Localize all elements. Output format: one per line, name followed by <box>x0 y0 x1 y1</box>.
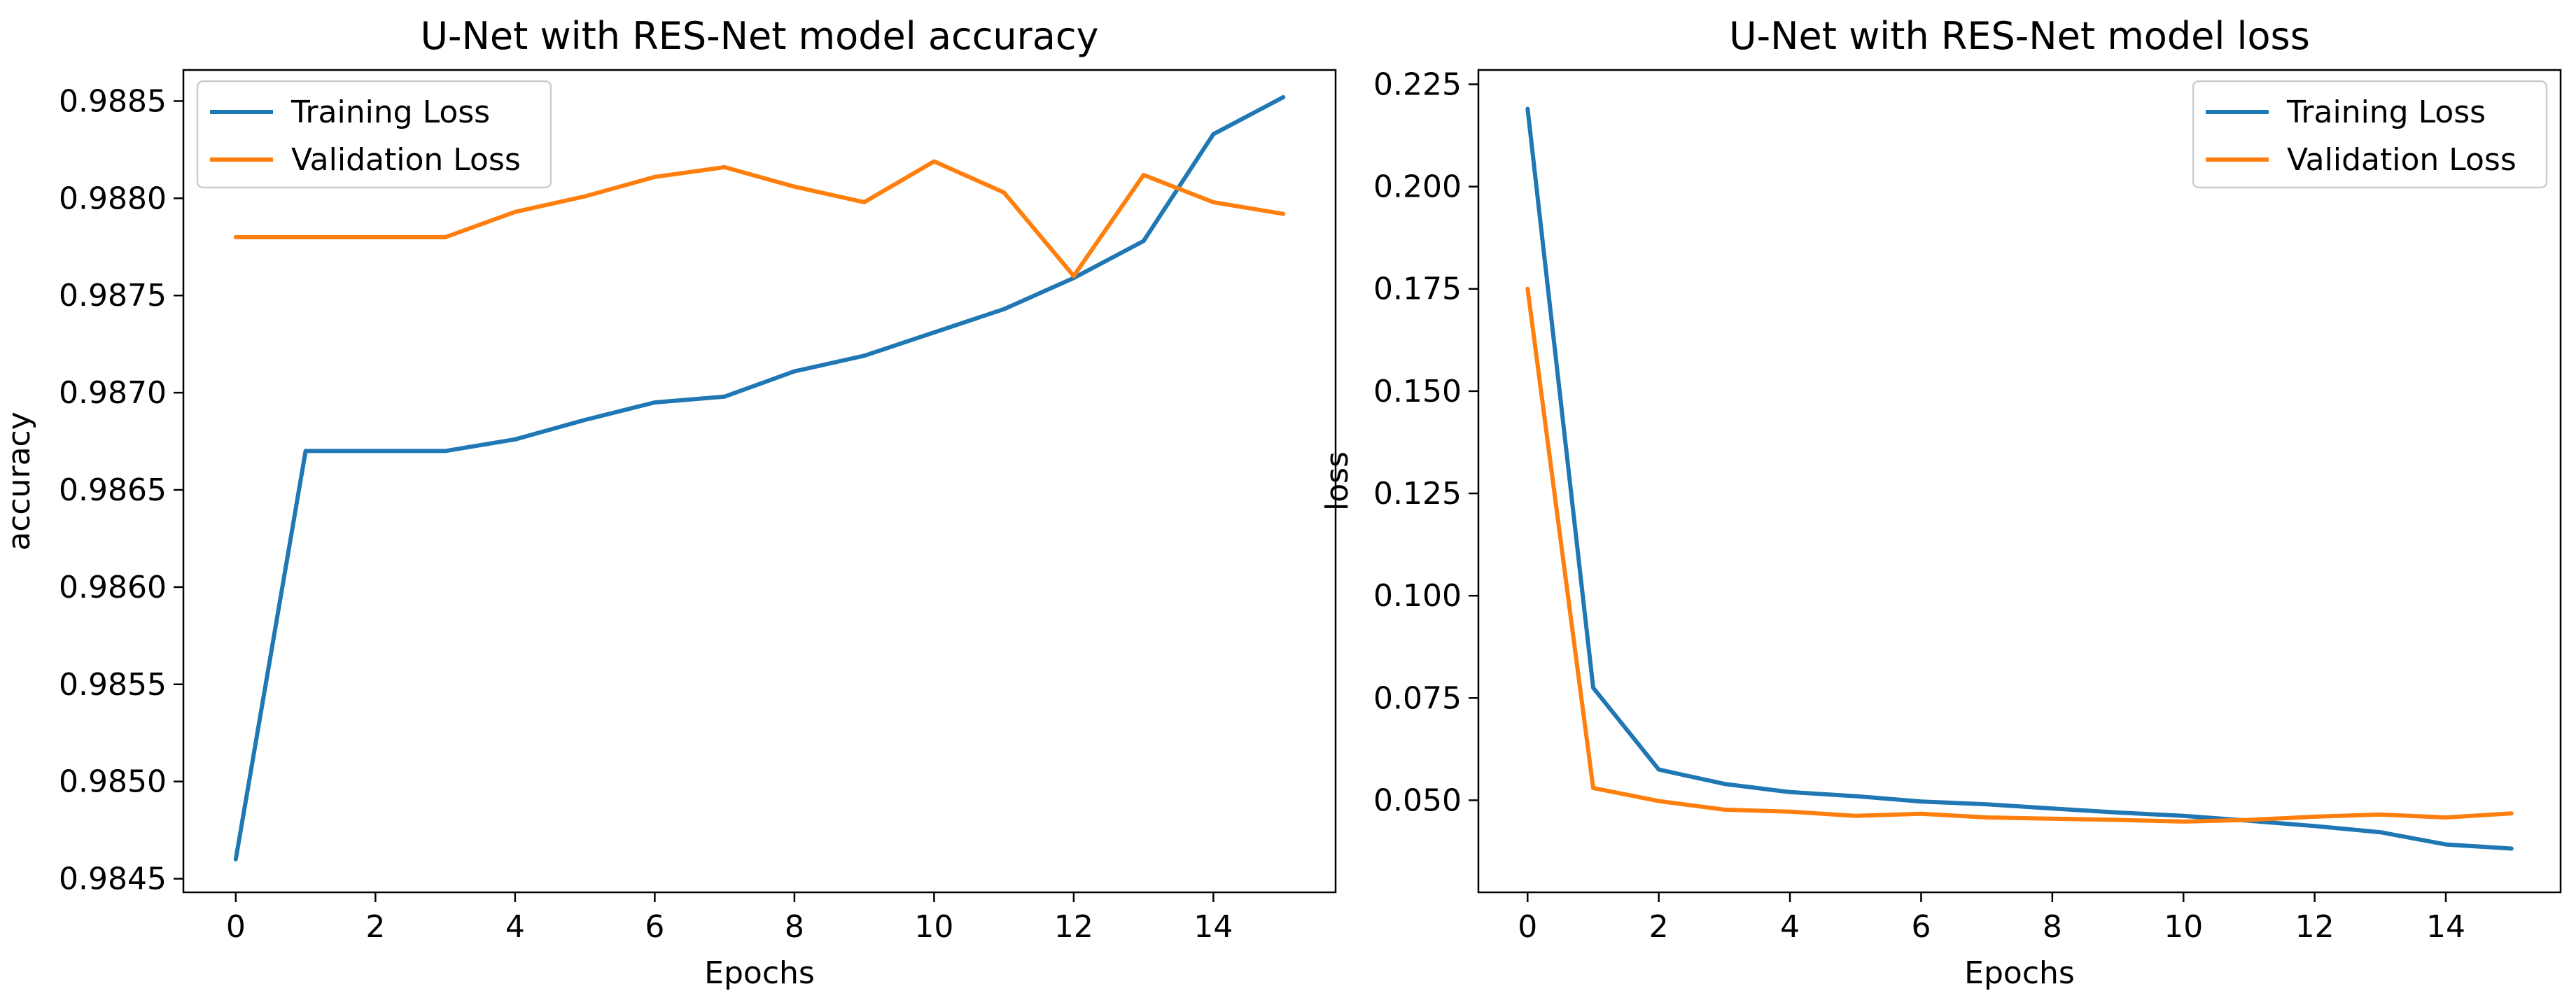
legend-label: Training Loss <box>290 94 490 130</box>
x-tick-label: 4 <box>505 909 525 945</box>
plot-frame <box>1477 69 2562 894</box>
accuracy-chart: U-Net with RES-Net model accuracy 0 2 4 6 8 10… <box>1 14 1337 991</box>
x-tick-label: 2 <box>365 909 385 945</box>
y-tick-label: 0.050 <box>1373 782 1462 818</box>
y-tick-label: 0.9885 <box>59 83 167 119</box>
x-tick-label: 12 <box>2295 909 2334 945</box>
y-tick-label: 0.9850 <box>59 764 167 800</box>
y-tick-label: 0.9875 <box>59 278 167 314</box>
x-tick-label: 12 <box>1054 909 1093 945</box>
legend-box <box>196 80 552 189</box>
y-tick-label: 0.200 <box>1373 169 1462 205</box>
x-tick-label: 8 <box>785 909 804 945</box>
y-tick-label: 0.9865 <box>59 472 167 508</box>
legend-label: Validation Loss <box>291 142 521 178</box>
x-tick-label: 14 <box>1194 909 1233 945</box>
chart-title: U-Net with RES-Net model accuracy <box>421 14 1099 58</box>
series-line-training <box>1525 106 2514 851</box>
y-tick-label: 0.9860 <box>59 570 167 605</box>
y-tick-label: 0.125 <box>1373 476 1462 512</box>
x-tick-label: 4 <box>1780 909 1800 945</box>
y-tick-label: 0.9870 <box>59 375 167 411</box>
x-tick-label: 10 <box>2164 909 2203 945</box>
x-axis-label: Epochs <box>1964 955 2075 991</box>
x-tick-label: 0 <box>1518 909 1537 945</box>
y-tick-label: 0.075 <box>1373 680 1462 716</box>
y-axis-label: loss <box>1320 451 1355 511</box>
y-axis-label: accuracy <box>1 412 37 551</box>
legend-label: Training Loss <box>2286 94 2486 130</box>
x-tick-label: 6 <box>645 909 664 945</box>
legend-label: Validation Loss <box>2287 142 2516 178</box>
x-tick-label: 6 <box>1911 909 1931 945</box>
legend-box <box>2192 80 2548 189</box>
series-line-training <box>233 94 1286 862</box>
plot-frame <box>182 69 1337 894</box>
y-tick-label: 0.9845 <box>59 862 167 897</box>
x-tick-label: 10 <box>914 909 953 945</box>
y-tick-label: 0.225 <box>1373 66 1462 102</box>
x-tick-label: 8 <box>2043 909 2062 945</box>
y-tick-label: 0.9855 <box>59 667 167 703</box>
x-tick-label: 14 <box>2426 909 2465 945</box>
x-tick-label: 2 <box>1649 909 1669 945</box>
y-tick-label: 0.9880 <box>59 181 167 216</box>
y-tick-label: 0.175 <box>1373 272 1462 307</box>
y-tick-label: 0.100 <box>1373 578 1462 614</box>
series-line-validation <box>233 159 1286 279</box>
y-tick-label: 0.150 <box>1373 374 1462 409</box>
x-axis-label: Epochs <box>704 955 815 991</box>
series-line-validation <box>1525 286 2514 824</box>
loss-chart: U-Net with RES-Net model loss 0 2 4 6 8 10 12 14… <box>1320 14 2562 991</box>
chart-title: U-Net with RES-Net model loss <box>1729 14 2310 58</box>
x-tick-label: 0 <box>226 909 246 945</box>
